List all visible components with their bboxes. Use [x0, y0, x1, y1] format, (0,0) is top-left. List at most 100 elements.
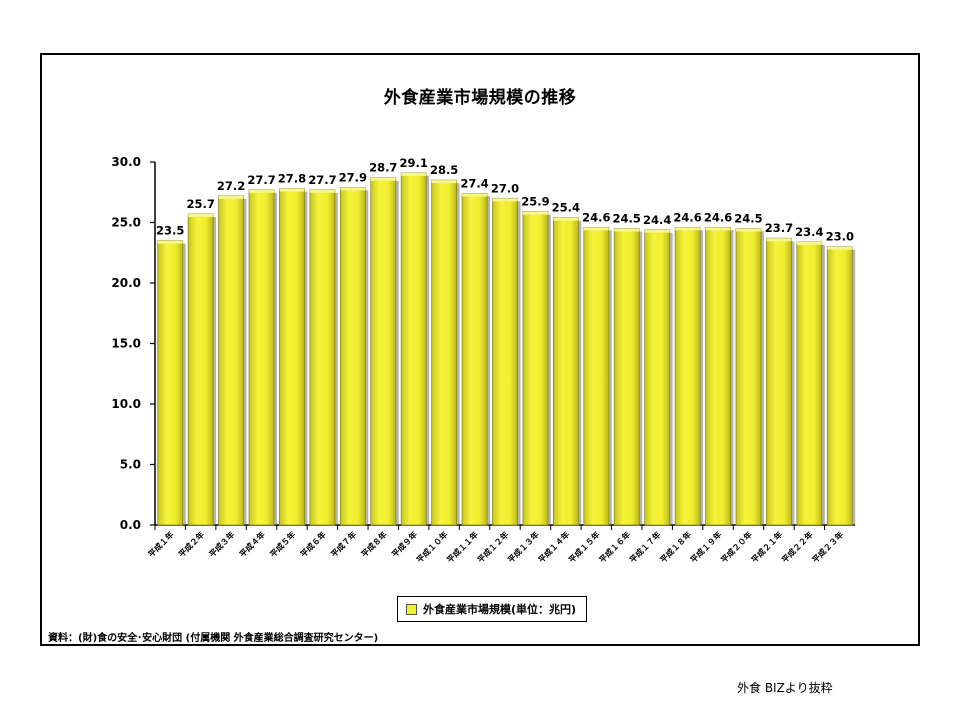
category-label: 平成９年 — [389, 529, 419, 559]
bar-top — [279, 188, 305, 192]
bar — [552, 217, 579, 526]
bar-top — [370, 177, 396, 181]
category-label: 平成７年 — [329, 529, 359, 559]
category-label: 平成１４年 — [536, 529, 571, 564]
data-label: 27.7 — [308, 173, 336, 187]
data-label: 27.9 — [339, 170, 367, 184]
y-tick-label: 25.0 — [111, 216, 141, 230]
data-label: 27.4 — [460, 176, 488, 190]
data-label: 24.6 — [704, 210, 732, 224]
bar — [218, 195, 244, 526]
data-label: 25.4 — [552, 201, 580, 215]
data-label: 27.0 — [491, 181, 519, 195]
bar-top — [614, 228, 640, 232]
bar-top — [522, 211, 548, 215]
category-label: 平成６年 — [298, 529, 328, 559]
data-label: 28.7 — [369, 161, 397, 175]
category-label: 平成２２年 — [779, 529, 814, 564]
bar-top — [583, 227, 609, 231]
bar — [766, 237, 792, 526]
category-label: 平成１６年 — [597, 529, 632, 564]
bar-top — [705, 227, 731, 231]
category-label: 平成１８年 — [658, 529, 693, 564]
legend-swatch — [406, 603, 417, 615]
data-label: 23.4 — [795, 225, 823, 239]
category-label: 平成４年 — [237, 529, 267, 559]
data-label: 23.7 — [765, 221, 793, 235]
bar — [279, 188, 305, 526]
bar — [370, 177, 397, 526]
bar-top — [462, 193, 488, 197]
credit-text: 外食 BIZより抜粋 — [737, 681, 833, 695]
bar — [248, 189, 275, 526]
y-tick-label: 15.0 — [111, 337, 141, 351]
category-label: 平成１１年 — [445, 529, 480, 564]
bar — [735, 228, 762, 526]
chart-frame: 外食産業市場規模の推移 0.0 5.0 10.0 15.0 20.0 25.0 30.0 2… — [40, 53, 920, 646]
category-label: 平成１９年 — [688, 529, 723, 564]
data-label: 28.5 — [430, 163, 458, 177]
source-note: 資料：(財)食の安全･安心財団 (付属機関 外食産業総合調査研究センター) — [48, 633, 379, 644]
bar-top — [644, 229, 670, 233]
data-label: 24.4 — [643, 213, 671, 227]
bar — [339, 187, 366, 526]
category-label: 平成１２年 — [475, 529, 510, 564]
category-label: 平成１３年 — [505, 529, 540, 564]
data-label: 27.8 — [278, 172, 306, 186]
bar — [522, 211, 549, 526]
data-label: 23.5 — [156, 224, 184, 238]
bar-top — [796, 241, 822, 245]
bar-top — [492, 198, 518, 202]
data-label: 27.2 — [217, 179, 245, 193]
category-label: 平成１７年 — [627, 529, 662, 564]
bar — [400, 172, 427, 526]
bar-top — [675, 227, 701, 231]
y-tick-label: 30.0 — [111, 155, 141, 169]
bar — [796, 241, 823, 526]
legend-label: 外食産業市場規模(単位：兆円) — [423, 603, 577, 616]
bar — [674, 226, 701, 526]
data-label: 24.6 — [673, 210, 701, 224]
data-label: 24.6 — [582, 210, 610, 224]
chart-title: 外食産業市場規模の推移 — [383, 88, 577, 108]
bar-top — [218, 195, 244, 199]
chart-plot: 0.05.010.015.020.025.030.0 23.525.727.2 2… — [111, 155, 856, 565]
category-label: 平成１５年 — [566, 529, 601, 564]
y-tick-label: 5.0 — [120, 458, 141, 472]
bar-top — [340, 187, 366, 191]
category-label: 平成２年 — [176, 529, 206, 559]
bar — [309, 189, 336, 526]
data-label: 27.7 — [247, 173, 275, 187]
category-label: 平成５年 — [268, 529, 298, 559]
y-tick-label: 0.0 — [120, 518, 141, 532]
y-tick-label: 20.0 — [111, 276, 141, 290]
bar — [644, 229, 671, 526]
bar — [613, 228, 640, 526]
bar — [187, 213, 214, 526]
data-label: 25.9 — [521, 195, 549, 209]
bar-top — [401, 172, 427, 176]
bar-top — [188, 214, 214, 218]
bar-top — [766, 238, 792, 242]
category-label: 平成２３年 — [810, 529, 845, 564]
category-label: 平成１０年 — [414, 529, 449, 564]
category-label: 平成２０年 — [719, 529, 754, 564]
data-label: 24.5 — [734, 212, 762, 226]
bar — [705, 226, 731, 526]
bar-top — [309, 189, 335, 193]
bar — [461, 193, 488, 526]
data-label: 24.5 — [613, 212, 641, 226]
data-label: 23.0 — [826, 230, 854, 244]
y-tick-label: 10.0 — [111, 397, 141, 411]
category-label: 平成１年 — [146, 529, 176, 559]
data-label: 29.1 — [400, 156, 428, 170]
category-label: 平成８年 — [359, 529, 389, 559]
bar-top — [553, 217, 579, 221]
bar — [492, 197, 518, 526]
bar — [583, 226, 610, 526]
data-label: 25.7 — [186, 197, 214, 211]
bar-top — [157, 240, 183, 244]
category-label: 平成２１年 — [749, 529, 784, 564]
bar — [431, 179, 458, 526]
bar — [157, 240, 184, 526]
